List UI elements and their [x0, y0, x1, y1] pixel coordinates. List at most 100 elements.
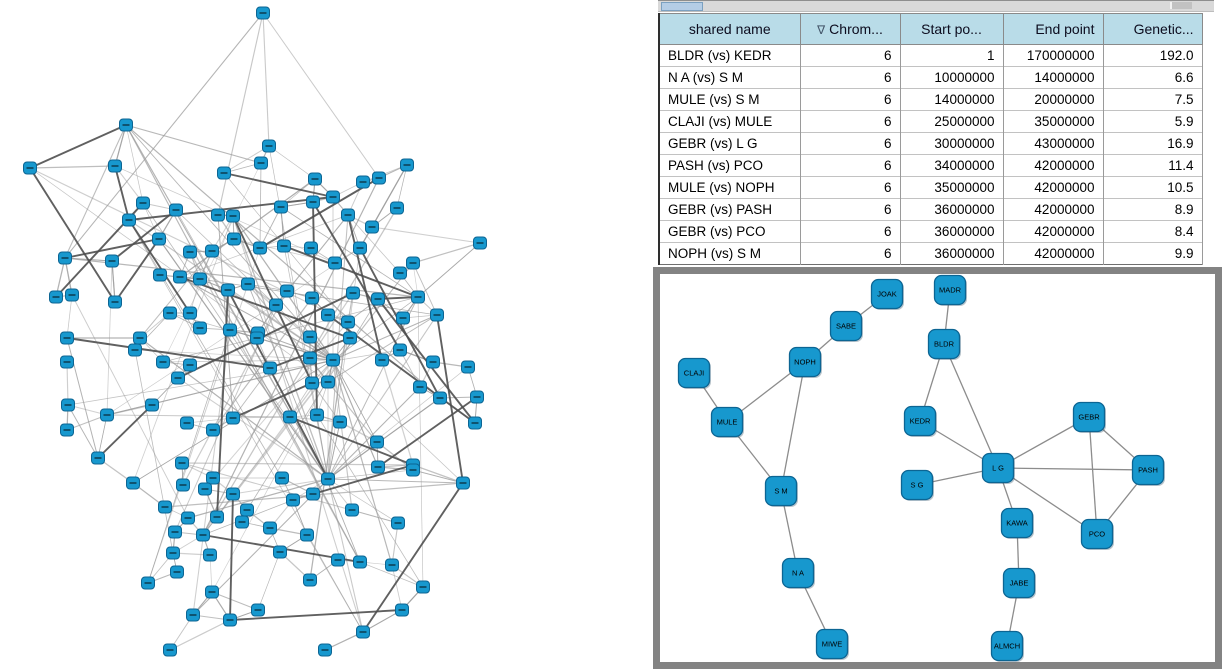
cell-value[interactable]: 6.6 — [1102, 66, 1203, 89]
cell-value[interactable]: 1 — [899, 44, 1004, 67]
network-node[interactable] — [235, 515, 249, 529]
network-node[interactable] — [206, 423, 220, 437]
network-node[interactable]: PCO — [1080, 518, 1115, 551]
network-node[interactable] — [328, 256, 342, 270]
network-node[interactable] — [391, 516, 405, 530]
cell-value[interactable]: 36000000 — [899, 220, 1004, 243]
node-shape[interactable] — [815, 628, 849, 660]
network-node[interactable] — [321, 472, 335, 486]
network-node[interactable] — [223, 323, 237, 337]
network-node[interactable] — [286, 493, 300, 507]
network-node[interactable]: N A — [781, 557, 816, 590]
network-node[interactable] — [470, 390, 484, 404]
edge[interactable] — [1088, 416, 1098, 535]
table-row[interactable]: NOPH (vs) S M 6 36000000 42000000 9.9 — [658, 242, 1203, 265]
network-node[interactable] — [273, 545, 287, 559]
network-node[interactable] — [456, 476, 470, 490]
node-shape[interactable] — [933, 274, 967, 306]
network-node[interactable] — [326, 190, 340, 204]
network-node[interactable] — [60, 331, 74, 345]
filter-icon[interactable]: ∇ — [817, 23, 826, 37]
node-shape[interactable] — [829, 310, 863, 342]
network-node[interactable] — [100, 408, 114, 422]
network-node[interactable] — [345, 503, 359, 517]
network-node[interactable] — [303, 330, 317, 344]
network-node[interactable] — [341, 208, 355, 222]
node-shape[interactable] — [1080, 518, 1114, 550]
cell-value[interactable]: 6 — [799, 242, 901, 265]
main-network-panel[interactable] — [0, 0, 653, 669]
network-node[interactable] — [227, 232, 241, 246]
network-node[interactable] — [141, 576, 155, 590]
node-shape[interactable] — [1000, 507, 1034, 539]
network-node[interactable] — [416, 580, 430, 594]
cell-value[interactable]: 25000000 — [899, 110, 1004, 133]
network-node[interactable] — [210, 510, 224, 524]
network-node[interactable]: MADR — [933, 274, 968, 307]
cell-value[interactable]: 6 — [799, 132, 901, 155]
network-node[interactable] — [119, 118, 133, 132]
network-node[interactable] — [183, 306, 197, 320]
network-node[interactable] — [400, 158, 414, 172]
cell-value[interactable]: 16.9 — [1102, 132, 1203, 155]
network-node[interactable] — [396, 311, 410, 325]
cell-value[interactable]: 6 — [799, 44, 901, 67]
network-node[interactable] — [193, 321, 207, 335]
cell-value[interactable]: 6 — [799, 154, 901, 177]
network-node[interactable] — [280, 284, 294, 298]
network-node[interactable] — [49, 290, 63, 304]
network-node[interactable] — [108, 295, 122, 309]
cell-shared-name[interactable]: BLDR (vs) KEDR — [658, 44, 801, 67]
network-node[interactable] — [223, 613, 237, 627]
network-node[interactable]: JABE — [1002, 567, 1037, 600]
cell-value[interactable]: 42000000 — [1002, 198, 1104, 221]
network-node[interactable] — [61, 398, 75, 412]
network-node[interactable] — [395, 603, 409, 617]
network-node[interactable] — [430, 308, 444, 322]
column-header-0[interactable]: shared name — [658, 13, 801, 45]
network-node[interactable] — [318, 643, 332, 657]
node-shape[interactable] — [781, 557, 815, 589]
network-node[interactable] — [343, 331, 357, 345]
network-node[interactable] — [461, 360, 475, 374]
network-node[interactable] — [411, 290, 425, 304]
network-node[interactable] — [176, 478, 190, 492]
cell-value[interactable]: 42000000 — [1002, 154, 1104, 177]
network-node[interactable] — [262, 139, 276, 153]
cell-shared-name[interactable]: GEBR (vs) L G — [658, 132, 801, 155]
cell-value[interactable]: 14000000 — [1002, 66, 1104, 89]
network-node[interactable] — [60, 355, 74, 369]
node-shape[interactable] — [981, 452, 1015, 484]
network-node[interactable] — [300, 528, 314, 542]
cell-shared-name[interactable]: MULE (vs) NOPH — [658, 176, 801, 199]
network-node[interactable] — [321, 375, 335, 389]
network-node[interactable] — [221, 283, 235, 297]
scrollbar-thumb[interactable] — [661, 2, 703, 11]
network-node[interactable] — [108, 159, 122, 173]
cell-shared-name[interactable]: CLAJI (vs) MULE — [658, 110, 801, 133]
cell-value[interactable]: 30000000 — [899, 132, 1004, 155]
network-node[interactable] — [211, 208, 225, 222]
network-node[interactable] — [186, 608, 200, 622]
network-node[interactable] — [250, 331, 264, 345]
network-node[interactable] — [251, 603, 265, 617]
cell-value[interactable]: 10000000 — [899, 66, 1004, 89]
column-header-1[interactable]: ∇ Chrom... — [799, 13, 901, 45]
network-node[interactable] — [356, 625, 370, 639]
edge[interactable] — [943, 343, 999, 469]
network-node[interactable] — [393, 343, 407, 357]
network-node[interactable] — [303, 573, 317, 587]
network-node[interactable] — [65, 288, 79, 302]
network-node[interactable]: JOAK — [870, 278, 905, 311]
network-node[interactable] — [240, 503, 254, 517]
cell-value[interactable]: 8.4 — [1102, 220, 1203, 243]
network-node[interactable]: CLAJI — [677, 357, 712, 390]
network-node[interactable]: MIWE — [815, 628, 850, 661]
cell-value[interactable]: 35000000 — [1002, 110, 1104, 133]
node-shape[interactable] — [788, 346, 822, 378]
network-node[interactable] — [256, 6, 270, 20]
network-node[interactable]: KAWA — [1000, 507, 1035, 540]
cell-value[interactable]: 6 — [799, 110, 901, 133]
cell-value[interactable]: 35000000 — [899, 176, 1004, 199]
network-node[interactable] — [433, 391, 447, 405]
